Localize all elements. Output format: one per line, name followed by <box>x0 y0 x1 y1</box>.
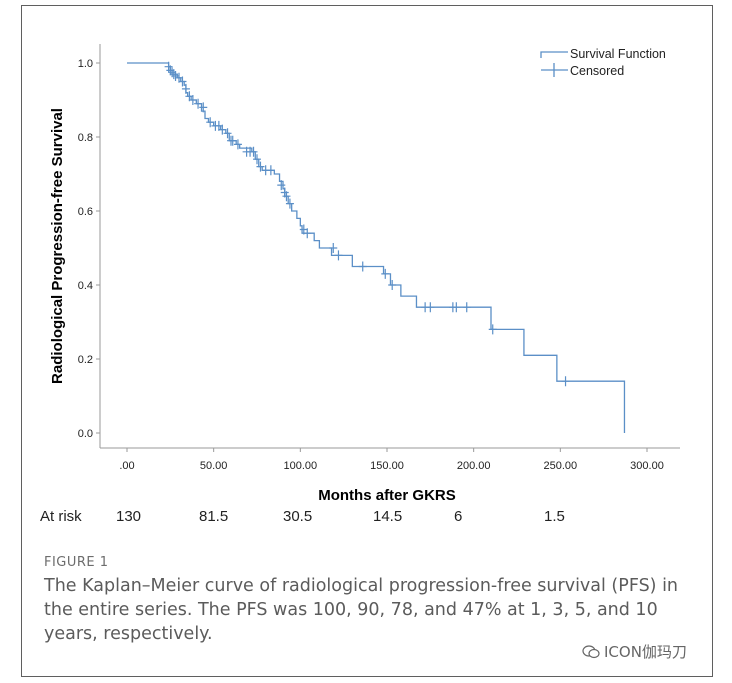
y-tick-label: 0.6 <box>78 206 93 218</box>
watermark: ICON伽玛刀 <box>582 641 687 662</box>
censored-mark <box>329 243 338 253</box>
y-axis-label: Radiological Progression-free Survival <box>49 108 66 384</box>
x-tick-label: .00 <box>119 460 134 472</box>
censored-mark <box>199 102 208 113</box>
wechat-icon <box>582 645 600 659</box>
censored-mark <box>285 198 294 209</box>
x-axis-label: Months after GKRS <box>318 487 456 504</box>
at-risk-value: 6 <box>454 508 463 525</box>
legend-survival-swatch <box>540 51 568 58</box>
legend: Survival Function Censored <box>540 47 666 78</box>
censored-mark <box>206 117 215 128</box>
censored-mark <box>171 70 180 81</box>
x-tick-label: 200.00 <box>457 460 491 472</box>
x-tick-label: 150.00 <box>370 460 404 472</box>
x-ticks: .00 50.00 100.00 150.00 200.00 250.00 300.00 <box>119 448 664 472</box>
at-risk-label: At risk <box>40 508 82 525</box>
legend-survival-label: Survival Function <box>570 47 666 61</box>
censored-mark <box>358 261 367 272</box>
x-tick-label: 300.00 <box>630 460 664 472</box>
legend-censored-label: Censored <box>570 64 624 78</box>
figure-frame <box>21 5 713 677</box>
y-tick-label: 0.4 <box>78 280 93 292</box>
censored-mark <box>488 324 497 335</box>
km-chart: .00 50.00 100.00 150.00 200.00 250.00 300.00 0… <box>49 44 680 504</box>
censored-mark <box>253 154 261 165</box>
at-risk-value: 30.5 <box>283 508 313 525</box>
censored-mark <box>388 280 397 290</box>
plot-area: .00 50.00 100.00 150.00 200.00 250.00 300.00 0… <box>78 44 680 472</box>
censored-mark <box>233 139 242 150</box>
censored-mark <box>381 268 390 279</box>
at-risk-value: 14.5 <box>373 508 403 525</box>
x-tick-label: 50.00 <box>200 460 228 472</box>
watermark-text: ICON伽玛刀 <box>604 643 687 661</box>
censored-mark <box>256 161 265 172</box>
censored-mark <box>249 146 258 157</box>
censored-mark <box>462 302 471 313</box>
censored-mark <box>169 69 178 80</box>
censored-mark <box>452 302 461 313</box>
censored-mark <box>303 228 312 239</box>
censored-mark <box>334 250 343 261</box>
censored-mark <box>561 376 570 387</box>
censored-mark <box>194 98 203 109</box>
y-tick-label: 0.0 <box>78 428 93 440</box>
at-risk-value: 130 <box>116 508 142 525</box>
figure-caption: The Kaplan–Meier curve of radiological p… <box>44 576 679 644</box>
censored-marks <box>164 61 570 387</box>
censored-mark <box>266 165 275 176</box>
censored-mark <box>223 128 232 139</box>
y-tick-label: 0.8 <box>78 132 93 144</box>
y-tick-label: 1.0 <box>78 58 93 70</box>
censored-mark <box>178 76 187 87</box>
y-ticks: 0.0 0.2 0.4 0.6 0.8 1.0 <box>78 58 100 440</box>
at-risk-value: 81.5 <box>199 508 229 525</box>
y-tick-label: 0.2 <box>78 354 93 366</box>
x-tick-label: 100.00 <box>284 460 318 472</box>
survival-curve <box>127 62 626 433</box>
censored-mark <box>188 95 197 105</box>
at-risk-value: 1.5 <box>544 508 565 525</box>
censored-mark <box>426 302 435 313</box>
figure-label: FIGURE 1 <box>44 555 109 570</box>
censored-mark <box>228 135 237 146</box>
censored-mark <box>218 124 227 135</box>
censored-mark <box>277 180 286 191</box>
censored-mark <box>282 191 291 202</box>
censored-mark <box>181 83 190 94</box>
x-tick-label: 250.00 <box>544 460 578 472</box>
